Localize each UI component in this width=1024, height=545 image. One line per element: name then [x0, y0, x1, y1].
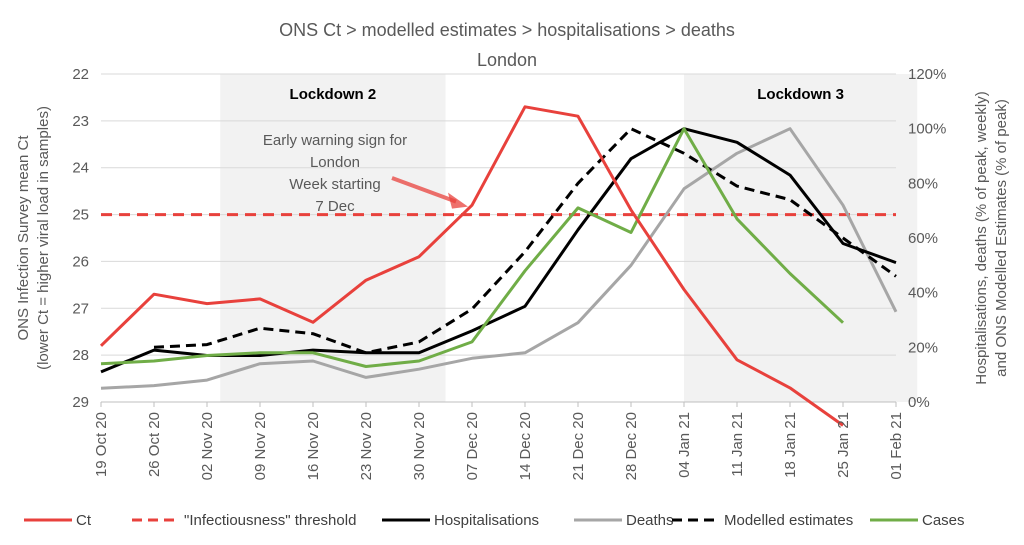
right-axis-ticks: 0% 20% 40% 60% 80% 100% 120% — [908, 66, 946, 411]
x-tick-label: 25 Jan 21 — [835, 412, 852, 478]
x-tick-label: 02 Nov 20 — [199, 412, 216, 480]
left-axis-label-line2: (lower Ct = higher viral load in samples… — [35, 106, 52, 370]
legend-modelled-estimates-label: Modelled estimates — [724, 512, 853, 529]
left-tick-label: 22 — [72, 66, 89, 83]
legend-infectiousness-threshold-label: "Infectiousness" threshold — [184, 512, 356, 529]
right-tick-label: 60% — [908, 230, 938, 247]
left-axis-ticks: 22 23 24 25 26 27 28 29 — [72, 66, 89, 411]
right-axis-label-line2: and ONS Modelled Estimates (% of peak) — [993, 99, 1010, 377]
x-tick-label: 19 Oct 20 — [93, 412, 110, 477]
right-tick-label: 120% — [908, 66, 946, 83]
lockdown-band-1 — [220, 74, 446, 402]
annotation-line-4: 7 Dec — [315, 198, 355, 215]
lockdown-label-2: Lockdown 3 — [757, 86, 844, 103]
chart-title: ONS Ct > modelled estimates > hospitalis… — [279, 20, 735, 40]
x-tick-label: 18 Jan 21 — [782, 412, 799, 478]
right-tick-label: 80% — [908, 175, 938, 192]
legend: Ct "Infectiousness" threshold Hospitalisat… — [24, 512, 965, 529]
x-axis-ticks: 19 Oct 20 26 Oct 20 02 Nov 20 09 Nov 20 16 N… — [93, 402, 905, 480]
lockdown-band-2 — [684, 74, 918, 402]
left-tick-label: 26 — [72, 253, 89, 270]
x-tick-label: 30 Nov 20 — [411, 412, 428, 480]
annotation-line-1: Early warning sign for — [263, 132, 407, 149]
legend-deaths-label: Deaths — [626, 512, 674, 529]
legend-cases-label: Cases — [922, 512, 965, 529]
left-tick-label: 29 — [72, 394, 89, 411]
left-tick-label: 25 — [72, 207, 89, 224]
left-tick-label: 23 — [72, 113, 89, 130]
left-tick-label: 27 — [72, 300, 89, 317]
left-tick-label: 28 — [72, 347, 89, 364]
x-tick-label: 07 Dec 20 — [464, 412, 481, 480]
x-tick-label: 04 Jan 21 — [676, 412, 693, 478]
legend-ct-label: Ct — [76, 512, 92, 529]
x-tick-label: 23 Nov 20 — [358, 412, 375, 480]
annotation-arrow-shaft — [391, 176, 457, 204]
lockdown-label-1: Lockdown 2 — [290, 86, 377, 103]
early-warning-annotation: Early warning sign for London Week start… — [263, 132, 468, 215]
annotation-line-2: London — [310, 154, 360, 171]
series-deaths-line — [100, 127, 898, 390]
x-tick-label: 21 Dec 20 — [570, 412, 587, 480]
right-tick-label: 100% — [908, 121, 946, 138]
series-ct-line — [99, 105, 844, 427]
right-tick-label: 20% — [908, 339, 938, 356]
x-tick-label: 28 Dec 20 — [623, 412, 640, 480]
lockdown-shading: Lockdown 2 Lockdown 3 — [220, 74, 918, 402]
x-tick-label: 26 Oct 20 — [146, 412, 163, 477]
right-tick-label: 0% — [908, 394, 930, 411]
x-tick-label: 09 Nov 20 — [252, 412, 269, 480]
x-tick-label: 16 Nov 20 — [305, 412, 322, 480]
x-tick-label: 14 Dec 20 — [517, 412, 534, 480]
annotation-line-3: Week starting — [289, 176, 380, 193]
right-tick-label: 40% — [908, 285, 938, 302]
x-tick-label: 01 Feb 21 — [888, 412, 905, 480]
annotation-arrow-head — [448, 192, 468, 209]
right-axis-label-line1: Hospitalisations, deaths (% of peak, wee… — [973, 91, 990, 384]
series-cases-line — [100, 127, 845, 368]
x-tick-label: 11 Jan 21 — [729, 412, 746, 477]
chart-subtitle: London — [477, 50, 537, 70]
left-axis-label-line1: ONS Infection Survey mean Ct — [15, 135, 32, 341]
left-tick-label: 24 — [72, 160, 89, 177]
series-lines — [99, 105, 898, 427]
legend-hospitalisations-label: Hospitalisations — [434, 512, 539, 529]
